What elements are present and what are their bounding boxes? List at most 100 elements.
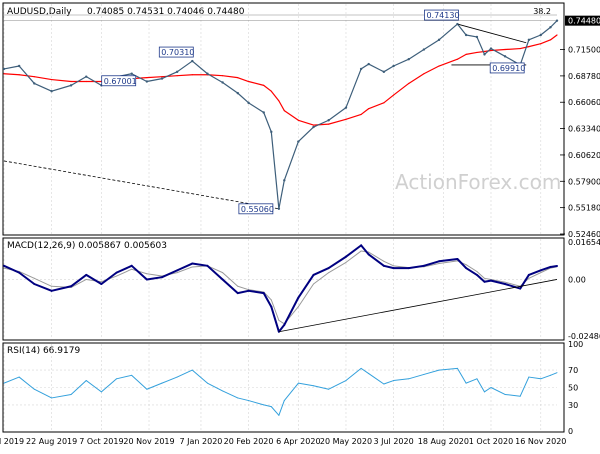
price-line-segment <box>392 58 410 67</box>
price-point <box>175 70 179 74</box>
macd-y-tick-label: 0.01654 <box>568 238 600 247</box>
sma-line-segment <box>345 113 362 120</box>
price-annotation-label: 0.67001 <box>104 77 137 86</box>
macd-line-segment <box>145 276 163 281</box>
price-y-tick-label: 0.60620 <box>568 151 600 160</box>
rsi-line-segment <box>85 380 102 393</box>
macd-trend-line <box>278 279 558 333</box>
sma-line-segment <box>360 108 370 116</box>
macd-line-segment <box>33 283 53 292</box>
rsi-y-tick-label: 100 <box>568 340 583 349</box>
macd-title: MACD(12,26,9) 0.005867 0.005603 <box>7 241 167 251</box>
price-point <box>33 82 36 85</box>
macd-line-segment <box>422 260 441 267</box>
price-point <box>262 111 265 114</box>
macd-line-segment <box>539 265 552 272</box>
macd-signal-segment <box>70 278 87 288</box>
sma-line-segment <box>146 76 163 79</box>
macd-line-segment <box>100 271 118 285</box>
rsi-y-tick-label: 50 <box>568 384 578 393</box>
macd-line-segment <box>70 273 88 288</box>
price-line-segment <box>161 71 178 80</box>
sma-line-segment <box>465 51 478 55</box>
rsi-y-tick-label: 70 <box>568 366 578 375</box>
price-line-segment <box>131 73 148 83</box>
macd-y-tick-label: 0.00 <box>568 275 586 284</box>
macd-signal-segment <box>465 264 478 272</box>
price-line-segment <box>278 179 285 210</box>
price-y-tick-label: 0.52460 <box>568 230 600 239</box>
macd-line-segment <box>360 244 370 256</box>
x-tick-label: 20 Feb 2020 <box>224 437 274 446</box>
x-tick-label: 16 Nov 2020 <box>515 437 566 446</box>
sma-line-segment <box>18 74 35 78</box>
x-tick-label: 3 Jul 2020 <box>373 437 413 446</box>
rsi-line-segment <box>328 380 347 390</box>
price-line-segment <box>283 140 299 181</box>
price-line-segment <box>465 34 478 38</box>
macd-line-segment <box>344 244 363 258</box>
rsi-line-segment <box>146 382 163 390</box>
price-annotation-label: 0.74130 <box>426 11 459 20</box>
macd-line-segment <box>283 296 300 326</box>
price-annotation-label: 0.55060 <box>241 205 274 214</box>
rsi-line-segment <box>438 367 458 371</box>
rsi-line-segment <box>270 406 280 416</box>
rsi-line-segment <box>423 369 440 375</box>
rsi-line-segment <box>483 387 492 393</box>
price-line-segment <box>368 63 385 73</box>
price-annotation-label: 0.70310 <box>161 48 194 57</box>
macd-signal-segment <box>490 278 506 283</box>
price-line-segment <box>456 23 467 36</box>
x-tick-label: 1 Oct 2020 <box>469 437 513 446</box>
price-point <box>327 119 330 122</box>
macd-line-segment <box>297 273 315 299</box>
price-annotation-box <box>158 46 194 58</box>
macd-line-segment <box>3 264 21 274</box>
price-line-segment <box>408 48 425 60</box>
price-point <box>503 55 507 58</box>
price-point <box>270 130 273 134</box>
sma-line-segment <box>368 102 385 110</box>
price-y-tick-label: 0.66060 <box>568 98 600 107</box>
rsi-line-segment <box>100 378 118 393</box>
macd-line-segment <box>236 289 250 295</box>
macd-y-tick-label: -0.02486 <box>568 332 600 341</box>
price-line-segment <box>360 63 370 70</box>
rsi-line-segment <box>222 390 239 399</box>
price-line-segment <box>540 26 552 36</box>
rsi-line-segment <box>206 382 224 392</box>
macd-line-segment <box>130 264 148 281</box>
sma-line-segment <box>312 123 330 126</box>
price-point <box>206 72 209 75</box>
macd-signal-segment <box>297 283 315 308</box>
rsi-line-segment <box>550 372 558 376</box>
price-line-segment <box>328 107 347 121</box>
price-point <box>456 22 459 26</box>
rsi-line-segment <box>283 382 299 402</box>
sma-line-segment <box>247 80 265 86</box>
price-point <box>422 48 426 51</box>
price-point <box>191 59 194 63</box>
macd-signal-segment <box>33 277 53 287</box>
watermark: ActionForex.com <box>395 170 561 194</box>
sma-line-segment <box>456 53 467 60</box>
ohlc-values: 0.74085 0.74531 0.74046 0.74480 <box>87 7 245 17</box>
macd-line-segment <box>85 273 103 285</box>
price-line-segment <box>297 126 315 143</box>
macd-line-segment <box>483 279 492 283</box>
sma-line-segment <box>528 43 542 48</box>
macd-signal-segment <box>423 263 440 268</box>
price-point <box>407 58 410 61</box>
price-line-segment <box>237 92 250 104</box>
macd-line-segment <box>247 289 265 295</box>
price-line-segment <box>247 102 265 114</box>
rsi-line-segment <box>368 373 385 385</box>
price-point <box>367 62 370 66</box>
wedge-upper-line <box>457 23 527 44</box>
price-line-segment <box>33 82 53 92</box>
price-panel-frame <box>2 2 565 236</box>
price-line-segment <box>519 39 530 66</box>
macd-line-segment <box>367 253 385 267</box>
